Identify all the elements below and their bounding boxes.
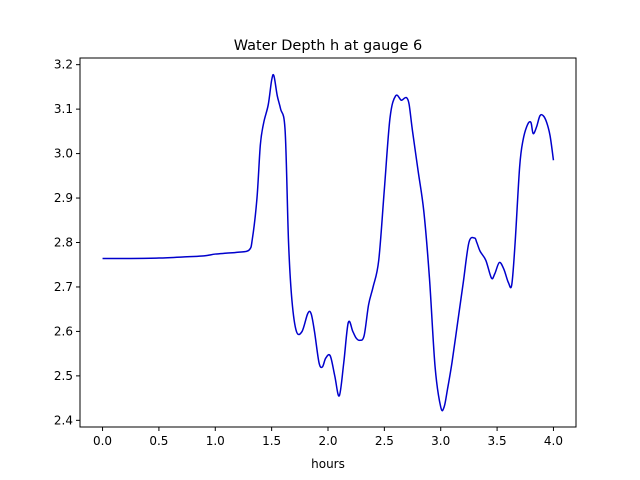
x-axis: 0.0 0.5 1.0 1.5 2.0 2.5 3.0 3.5 4.0 bbox=[93, 427, 563, 448]
y-tick-label: 2.4 bbox=[54, 413, 73, 427]
x-tick-label: 0.0 bbox=[93, 434, 112, 448]
x-tick-label: 3.0 bbox=[431, 434, 450, 448]
x-tick-label: 4.0 bbox=[544, 434, 563, 448]
chart-title: Water Depth h at gauge 6 bbox=[234, 38, 422, 54]
x-axis-label: hours bbox=[311, 457, 345, 471]
y-tick-label: 2.5 bbox=[54, 369, 73, 383]
y-tick-label: 2.7 bbox=[54, 280, 73, 294]
y-axis: 2.4 2.5 2.6 2.7 2.8 2.9 3.0 3.1 3.2 bbox=[54, 58, 80, 427]
x-tick-label: 1.5 bbox=[262, 434, 281, 448]
y-tick-label: 3.0 bbox=[54, 147, 73, 161]
x-tick-label: 0.5 bbox=[149, 434, 168, 448]
y-tick-label: 2.9 bbox=[54, 191, 73, 205]
y-tick-label: 2.6 bbox=[54, 324, 73, 338]
x-tick-label: 1.0 bbox=[206, 434, 225, 448]
y-tick-label: 3.2 bbox=[54, 58, 73, 72]
y-tick-label: 2.8 bbox=[54, 236, 73, 250]
series-line bbox=[102, 73, 555, 412]
x-tick-label: 2.0 bbox=[318, 434, 337, 448]
y-tick-label: 3.1 bbox=[54, 102, 73, 116]
x-tick-label: 2.5 bbox=[375, 434, 394, 448]
x-tick-label: 3.5 bbox=[488, 434, 507, 448]
